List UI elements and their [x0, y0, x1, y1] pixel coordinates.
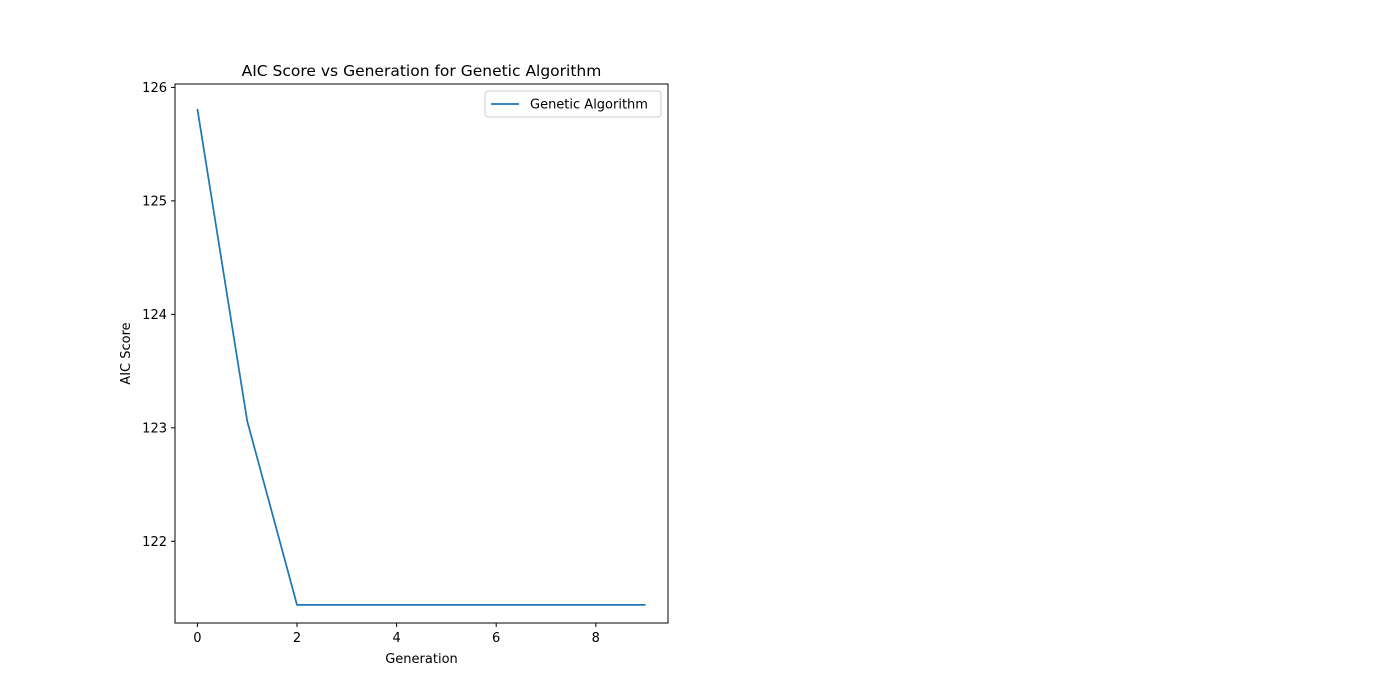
y-axis-ticks: 122 123 124 125 126	[142, 81, 175, 550]
chart-title: AIC Score vs Generation for Genetic Algo…	[242, 62, 602, 80]
x-axis-label: Generation	[385, 652, 458, 667]
legend-label-genetic-algorithm: Genetic Algorithm	[530, 98, 648, 113]
x-tick-label: 2	[293, 631, 301, 646]
plot-frame	[174, 83, 669, 624]
y-tick-label: 125	[142, 194, 167, 209]
legend: Genetic Algorithm	[484, 90, 662, 118]
x-tick-label: 8	[592, 631, 600, 646]
x-axis-ticks: 0 2 4 6 8	[193, 623, 600, 646]
x-tick-label: 6	[492, 631, 500, 646]
y-axis-label: AIC Score	[119, 322, 134, 384]
legend-box	[484, 90, 662, 118]
series-layer	[196, 108, 646, 606]
y-tick-label: 124	[142, 308, 167, 323]
series-line-genetic-algorithm	[196, 108, 646, 606]
y-tick-label: 123	[142, 421, 167, 436]
y-tick-label: 122	[142, 535, 167, 550]
y-tick-label: 126	[142, 81, 167, 96]
plot-area	[175, 84, 668, 623]
x-tick-label: 4	[392, 631, 400, 646]
x-tick-label: 0	[193, 631, 201, 646]
